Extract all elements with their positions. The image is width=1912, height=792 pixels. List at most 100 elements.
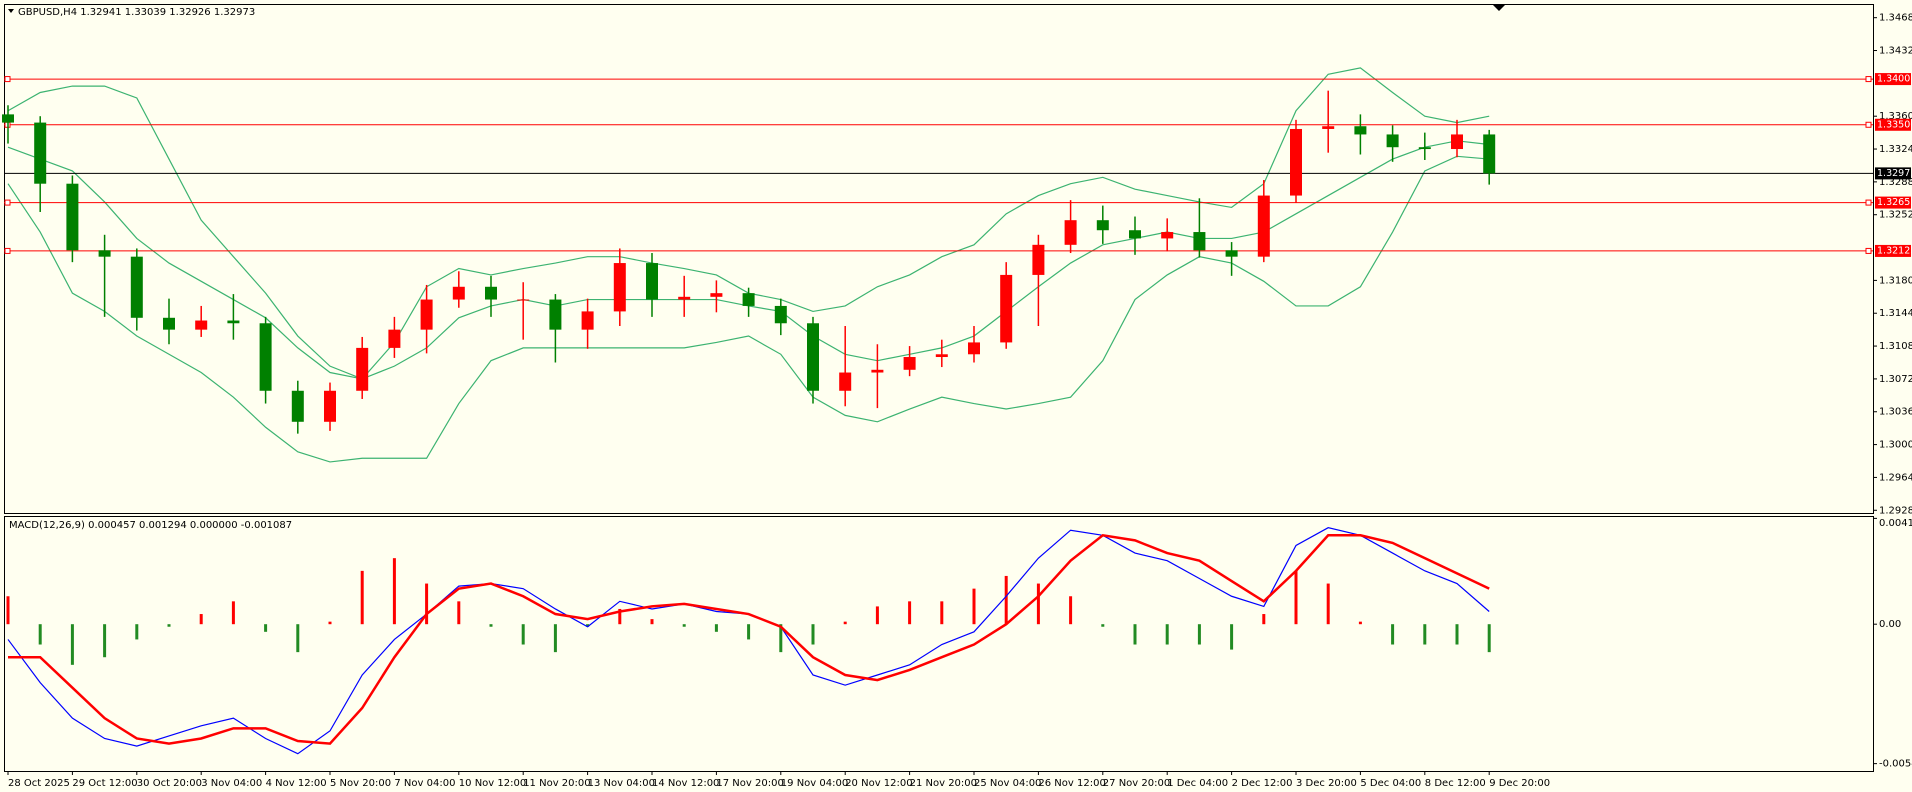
y-tick-label: 1.29640 — [1879, 472, 1912, 483]
histogram-bar — [875, 606, 879, 625]
histogram-bar — [70, 624, 74, 665]
last-price-box — [1875, 167, 1911, 180]
histogram-bar — [1101, 624, 1105, 627]
candle-body — [163, 317, 175, 330]
y-tick-label: 1.33240 — [1879, 144, 1912, 155]
y-tick-label: 1.32520 — [1879, 210, 1912, 221]
histogram-bar — [167, 624, 171, 627]
level-handle — [1865, 76, 1872, 83]
candle-body — [968, 342, 980, 355]
y-tick-label: 1.30720 — [1879, 374, 1912, 385]
x-tick-label: 5 Dec 04:00 — [1360, 778, 1421, 789]
band-lower — [7, 155, 1490, 463]
candle-body — [1096, 220, 1109, 231]
candle-body — [1129, 230, 1141, 239]
candle-body — [1354, 126, 1367, 135]
level-handle — [4, 199, 11, 206]
candle-body — [871, 369, 884, 373]
candle-body — [356, 347, 369, 391]
histogram-bar — [1358, 621, 1362, 625]
x-tick-label: 19 Nov 04:00 — [781, 778, 848, 789]
histogram-bar — [682, 624, 686, 627]
histogram-bar — [714, 624, 718, 632]
histogram-bar — [1069, 596, 1073, 625]
histogram-bar — [811, 624, 815, 645]
histogram-bar — [199, 614, 203, 625]
histogram-bar — [843, 621, 847, 625]
x-tick-label: 29 Oct 12:00 — [72, 778, 137, 789]
main-panel — [4, 4, 1874, 514]
candle-body — [581, 311, 594, 330]
histogram-bar — [264, 624, 268, 632]
x-tick-label: 2 Dec 12:00 — [1232, 778, 1293, 789]
histogram-bar — [1326, 583, 1330, 625]
candle-body — [227, 320, 240, 324]
candle-body — [1193, 232, 1206, 251]
y-tick-label: 0.004166 — [1879, 518, 1912, 529]
shift-marker[interactable] — [1493, 5, 1505, 11]
histogram-bar — [1004, 575, 1008, 625]
candle-body — [452, 286, 465, 300]
y-tick-label: 1.31440 — [1879, 308, 1912, 319]
indicator-panel — [4, 516, 1874, 772]
histogram-bar — [1423, 624, 1427, 645]
y-tick-label: 1.34320 — [1879, 46, 1912, 57]
x-tick-label: 3 Dec 20:00 — [1296, 778, 1357, 789]
histogram-bar — [1487, 624, 1491, 653]
histogram-bar — [103, 624, 107, 658]
macd-line — [8, 533, 1490, 745]
candle-body — [1032, 244, 1045, 275]
y-tick-label: 1.31080 — [1879, 341, 1912, 352]
candle-body — [774, 305, 787, 324]
x-tick-label: 4 Nov 12:00 — [266, 778, 327, 789]
x-tick-label: 1 Dec 04:00 — [1167, 778, 1228, 789]
candle-body — [903, 357, 916, 370]
x-tick-label: 13 Nov 04:00 — [588, 778, 655, 789]
histogram-bar — [457, 601, 461, 625]
level-label: 1.32123 — [1877, 245, 1912, 256]
histogram-bar — [1262, 614, 1266, 625]
candle-body — [1418, 147, 1431, 150]
x-tick-label: 8 Dec 12:00 — [1425, 778, 1486, 789]
histogram-bar — [489, 624, 493, 627]
level-handle — [1865, 121, 1872, 128]
level-label: 1.33506 — [1877, 119, 1912, 130]
plot-layer: 1.34680 1.34320 1.33600 1.33240 1.32880 1.325… — [2, 13, 1912, 789]
candle-body — [678, 296, 691, 300]
histogram-bar — [425, 583, 429, 625]
histogram-bar — [1165, 624, 1169, 645]
x-tick-label: 28 Oct 2025 — [8, 778, 70, 789]
last-price-label: 1.32973 — [1877, 168, 1912, 179]
x-tick-label: 10 Nov 12:00 — [459, 778, 526, 789]
candle-body — [839, 372, 852, 391]
candle-body — [742, 293, 755, 306]
x-tick-label: 30 Oct 20:00 — [137, 778, 202, 789]
candle-body — [935, 354, 948, 358]
indicator-title: MACD(12,26,9) 0.000457 0.001294 0.000000… — [9, 520, 292, 531]
candle-body — [2, 114, 14, 123]
chart-title: GBPUSD,H4 1.32941 1.33039 1.32926 1.3297… — [18, 7, 255, 18]
histogram-bar — [618, 608, 622, 625]
y-tick-label: 1.33600 — [1879, 111, 1912, 122]
x-tick-label: 3 Nov 04:00 — [201, 778, 262, 789]
candle-body — [517, 299, 530, 301]
level-handle — [1865, 199, 1872, 206]
x-tick-label: 25 Nov 04:00 — [974, 778, 1041, 789]
histogram-bar — [1197, 624, 1201, 645]
x-tick-label: 5 Nov 20:00 — [330, 778, 391, 789]
y-tick-label: -0.005490 — [1879, 759, 1912, 770]
histogram-bar — [940, 601, 944, 625]
level-label-box — [1875, 118, 1911, 131]
x-tick-label: 26 Nov 12:00 — [1038, 778, 1105, 789]
candle-body — [1064, 220, 1077, 245]
candle-body — [195, 320, 208, 330]
candle-body — [1290, 128, 1302, 196]
level-label-box — [1875, 196, 1911, 209]
histogram-bar — [328, 621, 332, 625]
candle-body — [549, 299, 562, 330]
candle-body — [1257, 195, 1270, 257]
histogram-bar — [553, 624, 557, 653]
menu-arrow[interactable] — [8, 9, 14, 13]
